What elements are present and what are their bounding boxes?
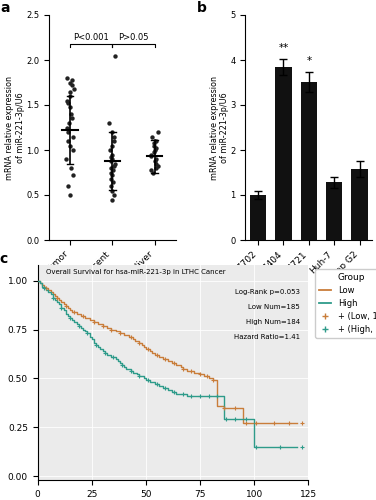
Point bbox=[108, 157, 114, 165]
Point bbox=[111, 191, 117, 199]
Point bbox=[70, 146, 76, 154]
Bar bbox=[250, 195, 266, 240]
Bar bbox=[275, 66, 292, 240]
Point bbox=[109, 128, 115, 136]
Point bbox=[111, 178, 117, 186]
Bar bbox=[326, 182, 343, 240]
Y-axis label: mRNA relative expression
of miR-221-3p/U6: mRNA relative expression of miR-221-3p/U… bbox=[5, 76, 25, 180]
Text: Low Num=185: Low Num=185 bbox=[249, 304, 300, 310]
Point bbox=[148, 166, 154, 174]
Text: P<0.001: P<0.001 bbox=[73, 33, 109, 42]
Point bbox=[151, 142, 157, 150]
Point bbox=[109, 186, 115, 194]
Point bbox=[65, 128, 71, 136]
Point bbox=[69, 76, 75, 84]
Point bbox=[152, 157, 158, 165]
Point bbox=[110, 166, 116, 174]
Point bbox=[71, 85, 77, 93]
Point bbox=[155, 162, 161, 170]
Point bbox=[153, 144, 159, 152]
Text: a: a bbox=[1, 2, 10, 16]
Point bbox=[112, 52, 118, 60]
Text: Log-Rank p=0.053: Log-Rank p=0.053 bbox=[235, 288, 300, 294]
Point bbox=[112, 160, 118, 168]
Point bbox=[149, 132, 155, 140]
Point bbox=[108, 175, 114, 183]
Point bbox=[64, 155, 70, 163]
Point bbox=[67, 103, 73, 111]
Point bbox=[109, 171, 115, 179]
Point bbox=[67, 92, 73, 100]
Point bbox=[150, 168, 156, 176]
Point bbox=[67, 88, 73, 96]
Y-axis label: Percent Survival: Percent Survival bbox=[0, 333, 2, 412]
Point bbox=[155, 128, 161, 136]
Point bbox=[69, 114, 75, 122]
Point bbox=[149, 152, 155, 160]
Text: P>0.05: P>0.05 bbox=[118, 33, 149, 42]
Point bbox=[64, 74, 70, 82]
Text: Overall Survival for hsa-miR-221-3p in LTHC Cancer: Overall Survival for hsa-miR-221-3p in L… bbox=[46, 270, 225, 276]
Point bbox=[109, 155, 115, 163]
Point bbox=[64, 124, 70, 132]
Point bbox=[153, 164, 159, 172]
Point bbox=[153, 137, 159, 145]
Point bbox=[67, 191, 73, 199]
Text: **: ** bbox=[278, 44, 289, 53]
Point bbox=[65, 137, 71, 145]
Point bbox=[109, 196, 115, 203]
Point bbox=[65, 182, 71, 190]
Point bbox=[109, 150, 115, 158]
Point bbox=[111, 132, 117, 140]
Point bbox=[153, 155, 159, 163]
Point bbox=[152, 146, 158, 154]
Point bbox=[108, 153, 114, 161]
Point bbox=[68, 110, 74, 118]
Point bbox=[67, 78, 73, 86]
Point bbox=[151, 139, 157, 147]
Bar bbox=[300, 82, 317, 240]
Point bbox=[70, 171, 76, 179]
Bar bbox=[351, 170, 368, 240]
Point bbox=[111, 137, 117, 145]
Text: Hazard Ratio=1.41: Hazard Ratio=1.41 bbox=[234, 334, 300, 340]
Legend: Low, High, + (Low, 1), + (High, 1): Low, High, + (Low, 1), + (High, 1) bbox=[315, 269, 376, 338]
Point bbox=[68, 164, 74, 172]
Point bbox=[107, 146, 113, 154]
Point bbox=[67, 142, 73, 150]
Point bbox=[153, 160, 159, 168]
Point bbox=[65, 99, 71, 107]
Point bbox=[106, 119, 112, 127]
Point bbox=[108, 164, 114, 172]
Point bbox=[64, 96, 70, 104]
Y-axis label: mRNA relative expression
of miR-221-3p/U6: mRNA relative expression of miR-221-3p/U… bbox=[209, 76, 229, 180]
Point bbox=[108, 182, 114, 190]
Point bbox=[69, 81, 75, 89]
Point bbox=[111, 162, 117, 170]
Point bbox=[66, 119, 72, 127]
Point bbox=[70, 132, 76, 140]
Text: *: * bbox=[306, 56, 311, 66]
Text: b: b bbox=[197, 2, 207, 16]
Point bbox=[109, 142, 115, 150]
Text: c: c bbox=[0, 252, 8, 266]
Text: High Num=184: High Num=184 bbox=[246, 319, 300, 325]
Point bbox=[151, 148, 157, 156]
Point bbox=[148, 150, 154, 158]
Point bbox=[108, 168, 114, 176]
